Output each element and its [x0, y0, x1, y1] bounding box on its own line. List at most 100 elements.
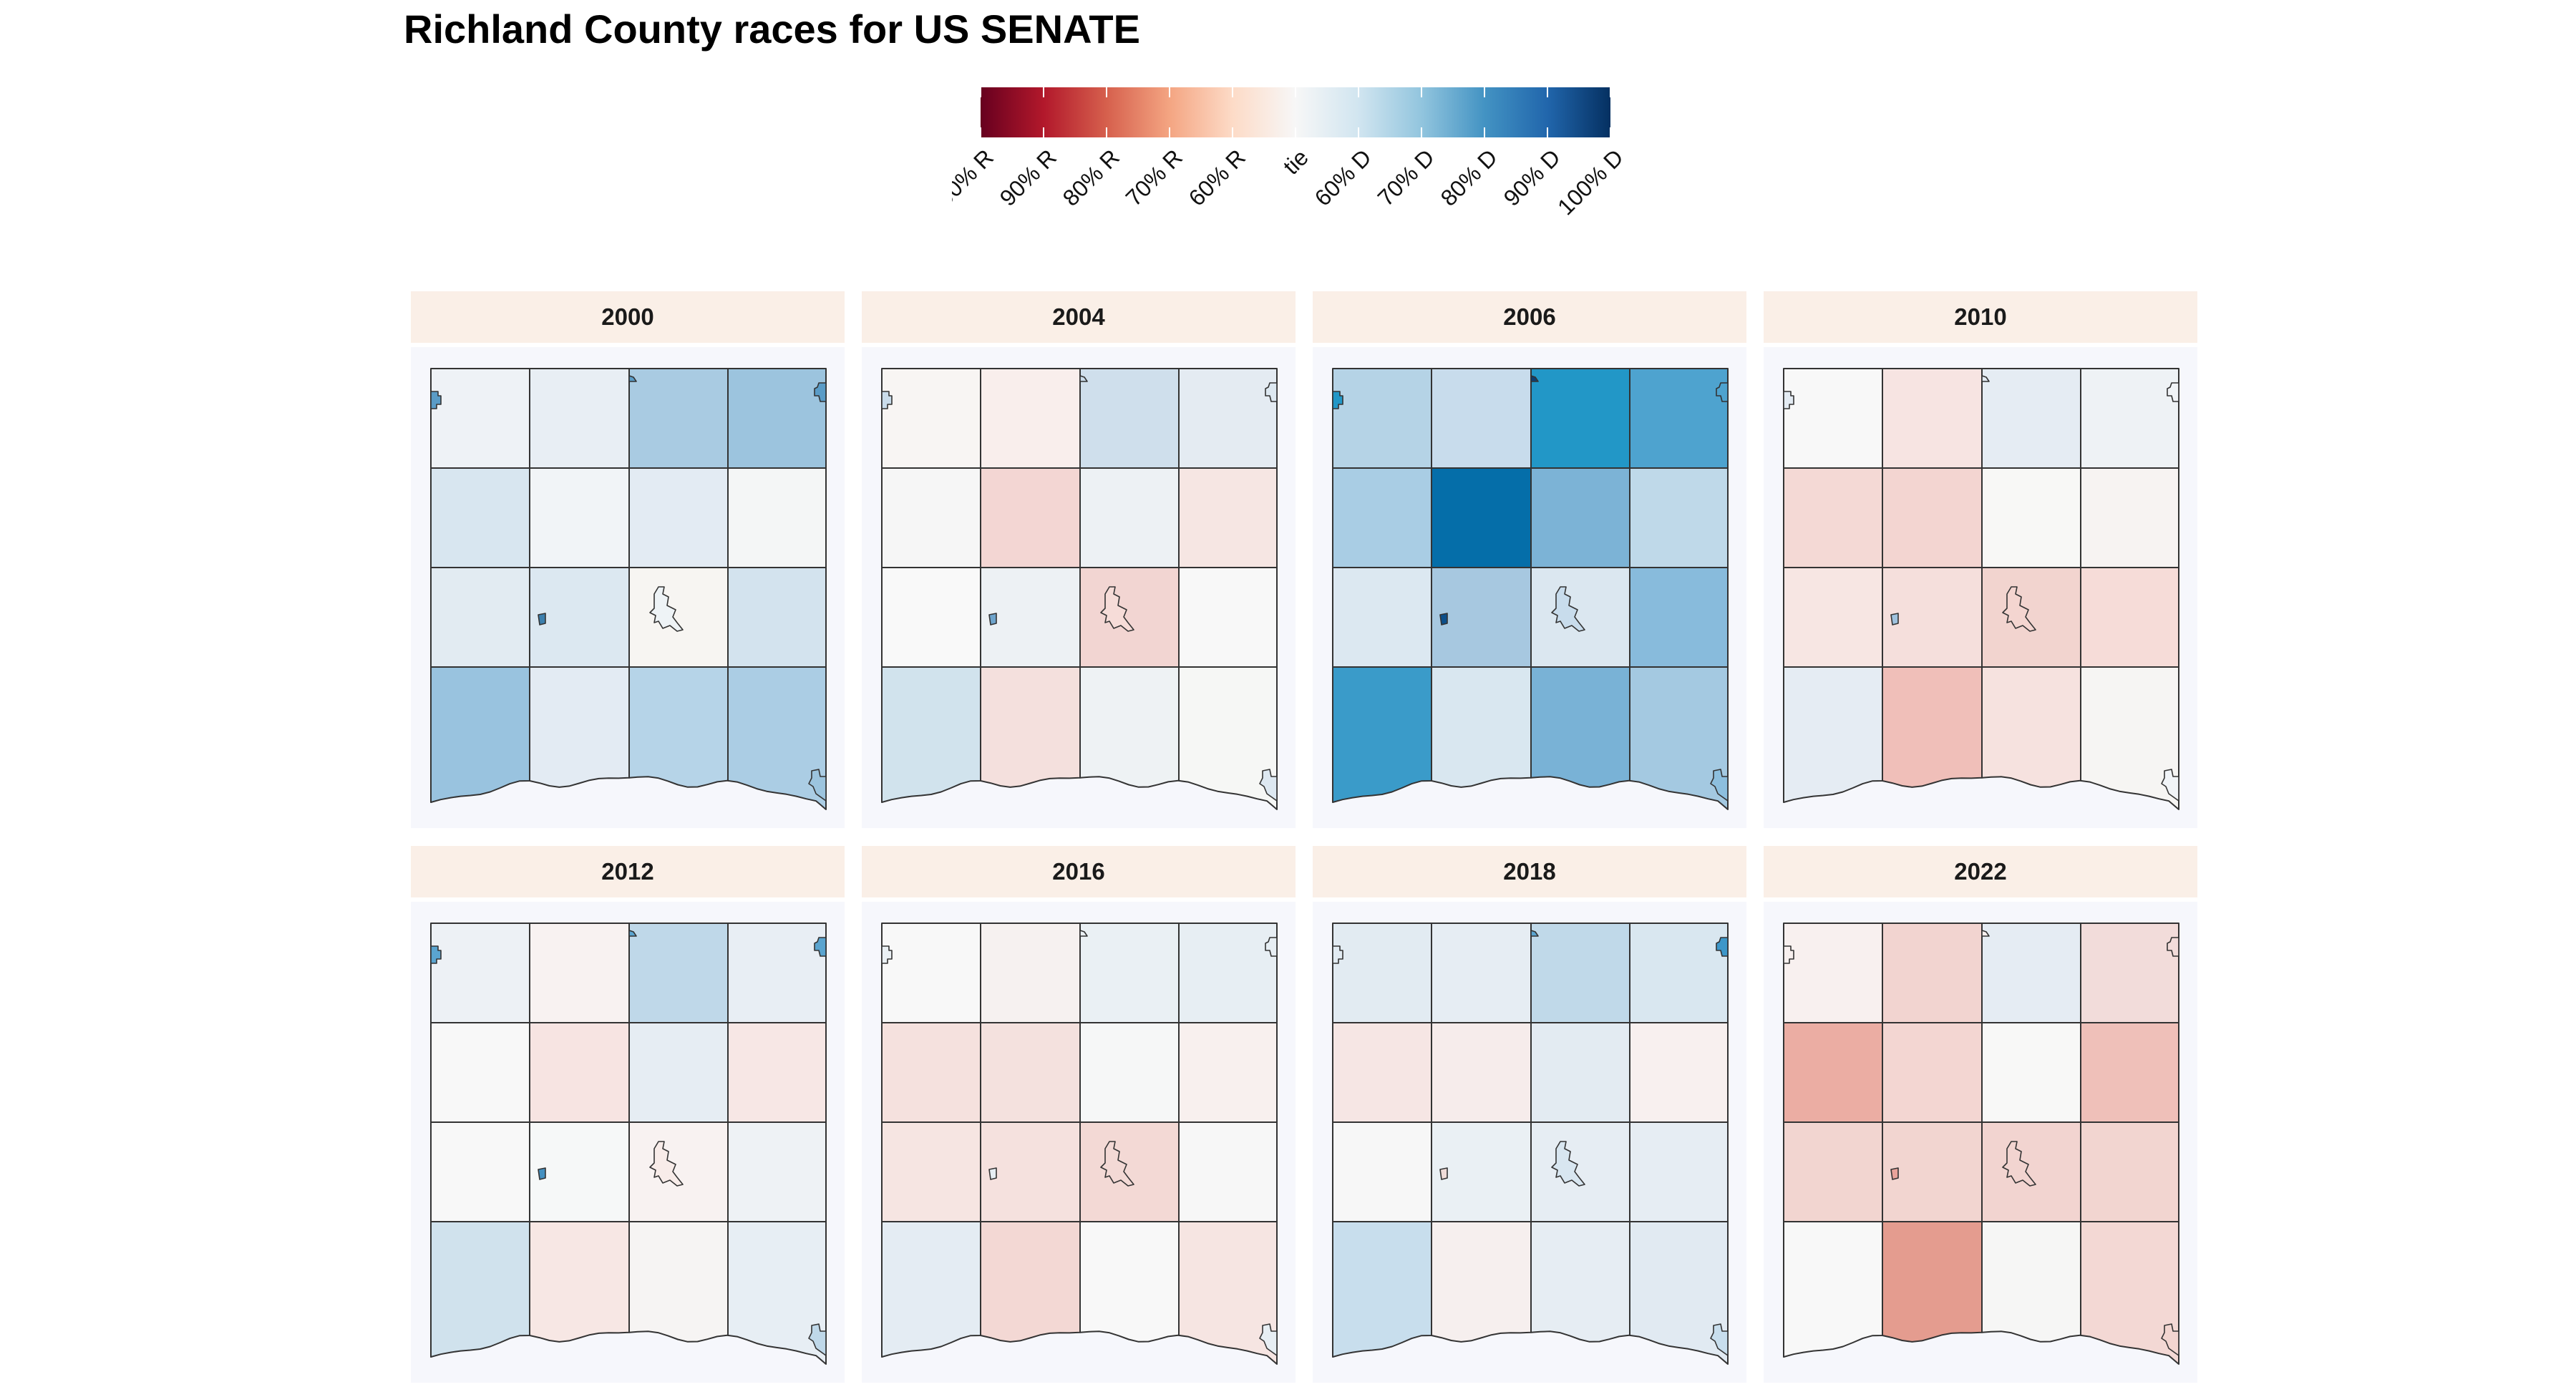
- township-8: [2081, 1023, 2179, 1122]
- legend-label: 100% D: [1552, 144, 1628, 220]
- township-13: [1784, 1222, 1882, 1357]
- township-8: [728, 1023, 826, 1122]
- township-13: [431, 667, 530, 802]
- township-5: [1784, 468, 1882, 568]
- township-7: [1080, 468, 1179, 568]
- township-9: [431, 568, 530, 667]
- panel-year-label: 2010: [1954, 303, 2006, 331]
- township-2: [1882, 923, 1982, 1023]
- legend-label: 80% D: [1436, 144, 1502, 210]
- township-8: [1630, 1023, 1728, 1122]
- township-4: [728, 369, 826, 468]
- township-2: [530, 923, 629, 1023]
- municipality-4: [989, 1168, 996, 1179]
- township-9: [1333, 568, 1432, 667]
- county-map: [862, 347, 1296, 828]
- township-9: [1333, 1122, 1432, 1222]
- panel-year-label: 2006: [1503, 303, 1555, 331]
- county-map: [1313, 347, 1746, 828]
- township-13: [882, 667, 981, 802]
- township-5: [1784, 1023, 1882, 1122]
- township-12: [1179, 568, 1277, 667]
- legend-label: 70% R: [1121, 144, 1187, 210]
- township-4: [1179, 369, 1277, 468]
- panel-strip: 2006: [1313, 291, 1746, 343]
- panel-year-label: 2022: [1954, 858, 2006, 885]
- panel-strip: 2010: [1764, 291, 2197, 343]
- county-map: [1313, 902, 1746, 1383]
- township-8: [2081, 468, 2179, 568]
- panel-year-label: 2016: [1052, 858, 1104, 885]
- township-1: [431, 923, 530, 1023]
- legend-label: 70% D: [1373, 144, 1439, 210]
- township-7: [1531, 468, 1630, 568]
- township-2: [981, 369, 1080, 468]
- township-12: [1630, 1122, 1728, 1222]
- township-15: [1080, 667, 1179, 787]
- panel-map-area: [411, 347, 845, 828]
- township-14: [530, 667, 629, 787]
- township-2: [1432, 923, 1531, 1023]
- township-7: [1982, 468, 2081, 568]
- municipality-4: [1440, 613, 1447, 625]
- township-9: [882, 1122, 981, 1222]
- county-map: [862, 902, 1296, 1383]
- township-5: [882, 1023, 981, 1122]
- township-3: [629, 923, 728, 1023]
- township-16: [2081, 667, 2179, 809]
- panel-2018: 2018: [1313, 846, 1746, 1383]
- municipality-4: [538, 613, 545, 625]
- township-7: [1982, 1023, 2081, 1122]
- township-3: [1982, 369, 2081, 468]
- township-12: [1630, 568, 1728, 667]
- township-8: [1179, 1023, 1277, 1122]
- county-map: [1764, 347, 2197, 828]
- panel-map-area: [1764, 902, 2197, 1383]
- township-8: [1630, 468, 1728, 568]
- township-2: [1432, 369, 1531, 468]
- township-14: [1882, 667, 1982, 787]
- township-16: [1630, 1222, 1728, 1364]
- township-16: [728, 667, 826, 809]
- panel-year-label: 2018: [1503, 858, 1555, 885]
- panel-strip: 2022: [1764, 846, 2197, 897]
- township-15: [1982, 1222, 2081, 1342]
- township-16: [1179, 667, 1277, 809]
- legend-label: 60% R: [1184, 144, 1250, 210]
- legend-label: 90% R: [995, 144, 1061, 210]
- legend-label: 60% D: [1310, 144, 1376, 210]
- township-14: [1432, 1222, 1531, 1342]
- township-1: [431, 369, 530, 468]
- panel-strip: 2012: [411, 846, 845, 897]
- county-map: [411, 347, 845, 828]
- township-11: [1531, 1122, 1630, 1222]
- panel-strip: 2016: [862, 846, 1296, 897]
- township-11: [1982, 568, 2081, 667]
- township-1: [882, 923, 981, 1023]
- municipality-4: [1891, 1168, 1898, 1179]
- township-8: [728, 468, 826, 568]
- panel-year-label: 2012: [601, 858, 653, 885]
- panel-2006: 2006: [1313, 291, 1746, 828]
- township-4: [1630, 923, 1728, 1023]
- township-13: [1784, 667, 1882, 802]
- township-4: [2081, 369, 2179, 468]
- panel-2022: 2022: [1764, 846, 2197, 1383]
- township-2: [981, 923, 1080, 1023]
- panel-2012: 2012: [411, 846, 845, 1383]
- panel-map-area: [862, 347, 1296, 828]
- township-6: [981, 468, 1080, 568]
- township-5: [431, 468, 530, 568]
- township-6: [530, 468, 629, 568]
- legend-label: 80% R: [1058, 144, 1124, 210]
- panel-map-area: [1764, 347, 2197, 828]
- township-4: [2081, 923, 2179, 1023]
- township-14: [1432, 667, 1531, 787]
- township-16: [728, 1222, 826, 1364]
- legend-labels: 100% R90% R80% R70% R60% Rtie60% D70% D8…: [952, 144, 1628, 220]
- county-map: [411, 902, 845, 1383]
- township-14: [1882, 1222, 1982, 1342]
- township-5: [882, 468, 981, 568]
- panel-year-label: 2004: [1052, 303, 1104, 331]
- township-1: [882, 369, 981, 468]
